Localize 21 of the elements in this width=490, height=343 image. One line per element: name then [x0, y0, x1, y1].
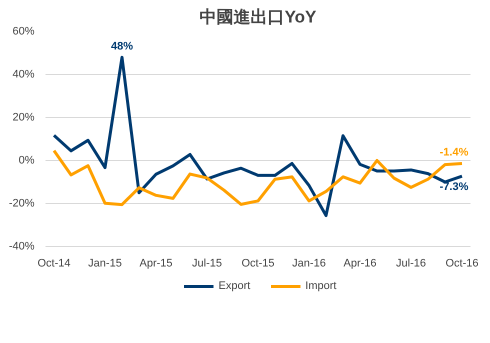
y-tick-label: -20%	[8, 198, 35, 210]
y-tick-label: 20%	[12, 112, 35, 124]
x-tick-label: Jan-15	[88, 258, 122, 270]
data-label: 48%	[110, 40, 134, 52]
chart-title: 中國進出口YoY	[200, 8, 318, 26]
legend-label: Import	[305, 280, 336, 292]
x-tick-label: Jul-16	[396, 258, 426, 270]
x-tick-label: Jul-15	[192, 258, 222, 270]
x-tick-label: Apr-16	[343, 258, 377, 270]
y-tick-label: 0%	[18, 154, 35, 166]
legend-label: Export	[218, 280, 250, 292]
y-tick-label: -40%	[8, 240, 35, 252]
y-tick-label: 60%	[12, 26, 35, 38]
y-tick-label: 40%	[12, 68, 35, 80]
x-tick-label: Oct-15	[241, 258, 275, 270]
data-label: -1.4%	[440, 146, 469, 159]
x-tick-label: Oct-16	[445, 258, 479, 270]
x-tick-label: Apr-15	[139, 258, 173, 270]
x-tick-label: Oct-14	[37, 258, 71, 270]
x-tick-label: Jan-16	[292, 258, 326, 270]
data-label: -7.3%	[440, 181, 469, 194]
